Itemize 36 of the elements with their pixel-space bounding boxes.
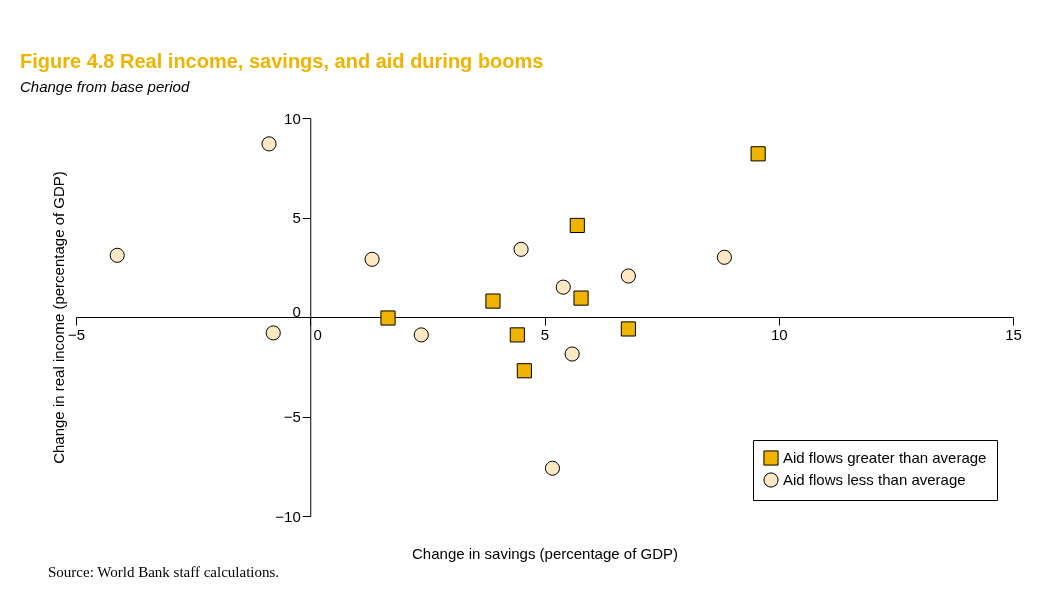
point [716, 249, 732, 265]
point [620, 321, 636, 337]
legend-label: Aid flows less than average [783, 471, 966, 488]
y-tick-label: −5 [283, 408, 301, 425]
point [569, 217, 585, 234]
source-note: Source: World Bank staff calculations. [48, 564, 280, 580]
point [564, 346, 580, 362]
x-tick-label: 15 [1005, 325, 1022, 343]
point [620, 268, 636, 284]
legend-label: Aid flows greater than average [783, 449, 987, 466]
y-tick-label: 5 [292, 209, 301, 226]
x-tick-label: 0 [313, 325, 322, 343]
chart-title: Figure 4.8 Real income, savings, and aid during booms [20, 50, 544, 72]
chart-subtitle: Change from base period [20, 78, 190, 95]
point [513, 241, 529, 257]
x-tick-label: 10 [770, 325, 788, 343]
point [573, 290, 589, 306]
x-axis-title: Change in savings (percentage of GDP) [412, 544, 678, 562]
point [485, 293, 501, 309]
point [555, 279, 571, 295]
y-tick-label: 10 [284, 109, 301, 127]
point [544, 460, 561, 476]
point [413, 327, 429, 343]
x-tick-label: 5 [540, 325, 550, 343]
point [364, 251, 380, 267]
point [509, 327, 525, 343]
point [750, 146, 766, 162]
point [380, 310, 396, 326]
x-tick-label: −5 [67, 325, 86, 343]
point [261, 136, 277, 152]
point [516, 363, 532, 379]
y-tick-label: −10 [275, 507, 301, 525]
y-tick-label: 0 [292, 302, 301, 320]
point [109, 247, 125, 263]
y-axis-title: Change in real income (percentage of GDP) [49, 171, 67, 464]
point [265, 325, 281, 341]
